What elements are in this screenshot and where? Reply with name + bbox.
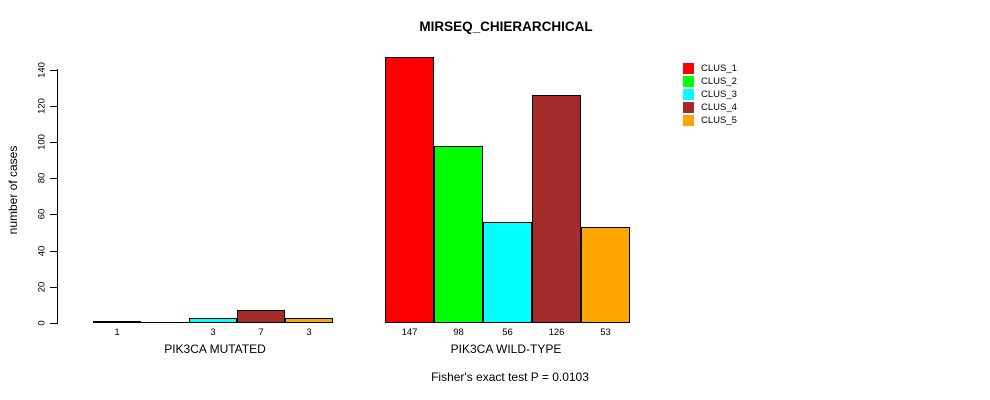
- bar-value-label: 3: [210, 327, 216, 338]
- y-axis-tick: [50, 287, 57, 288]
- bar-clus-3: [189, 318, 237, 323]
- legend-item-clus-3: CLUS_3: [683, 88, 737, 101]
- bar-value-label: 7: [258, 327, 264, 338]
- legend-item-clus-2: CLUS_2: [683, 75, 737, 88]
- bar-clus-4: [237, 310, 285, 323]
- y-axis-tick: [50, 178, 57, 179]
- y-axis-tick-label: 100: [36, 134, 48, 150]
- bar-value-label: 3: [306, 327, 312, 338]
- y-axis-tick-label: 0: [36, 320, 48, 326]
- y-axis-tick-label: 140: [36, 62, 48, 78]
- y-axis-tick-label: 60: [36, 208, 48, 220]
- bar-value-label: 147: [401, 327, 418, 338]
- bar-clus-4: [532, 95, 581, 323]
- bar-value-label: 98: [453, 327, 464, 338]
- chart-title: MIRSEQ_CHIERARCHICAL: [419, 19, 593, 34]
- bar-value-label: 56: [502, 327, 513, 338]
- legend: CLUS_1 CLUS_2 CLUS_3 CLUS_4 CLUS_5: [683, 62, 737, 127]
- bar-clus-5: [285, 318, 333, 323]
- legend-label: CLUS_5: [701, 115, 737, 126]
- bar-clus-5: [581, 227, 630, 323]
- bar-value-label: 53: [600, 327, 611, 338]
- y-axis-label: number of cases: [6, 145, 20, 235]
- y-axis-tick: [50, 251, 57, 252]
- legend-swatch-clus-4: [683, 102, 694, 113]
- bar-value-label: 1: [114, 327, 120, 338]
- y-axis-tick-label: 20: [36, 281, 48, 293]
- y-axis-line: [57, 69, 58, 324]
- y-axis-tick-label: 80: [36, 172, 48, 184]
- bar-clus-1: [93, 321, 141, 323]
- y-axis-tick: [50, 214, 57, 215]
- bar-clus-2: [141, 322, 189, 323]
- legend-label: CLUS_3: [701, 89, 737, 100]
- y-axis-tick: [50, 323, 57, 324]
- group-label-pik3ca-mutated: PIK3CA MUTATED: [164, 342, 266, 356]
- bar-clus-1: [385, 57, 434, 323]
- legend-swatch-clus-1: [683, 63, 694, 74]
- bar-clus-2: [434, 146, 483, 323]
- legend-swatch-clus-5: [683, 115, 694, 126]
- bar-clus-3: [483, 222, 532, 323]
- group-label-pik3ca-wild-type: PIK3CA WILD-TYPE: [450, 342, 562, 356]
- legend-label: CLUS_1: [701, 63, 737, 74]
- y-axis-tick-label: 120: [36, 98, 48, 114]
- legend-swatch-clus-3: [683, 89, 694, 100]
- legend-swatch-clus-2: [683, 76, 694, 87]
- y-axis-tick: [50, 106, 57, 107]
- legend-label: CLUS_2: [701, 76, 737, 87]
- bar-value-label: 126: [548, 327, 565, 338]
- fisher-test-annotation: Fisher's exact test P = 0.0103: [431, 370, 589, 384]
- legend-item-clus-5: CLUS_5: [683, 114, 737, 127]
- legend-item-clus-4: CLUS_4: [683, 101, 737, 114]
- y-axis-tick: [50, 142, 57, 143]
- y-axis-tick-label: 40: [36, 245, 48, 257]
- legend-label: CLUS_4: [701, 102, 737, 113]
- y-axis-tick: [50, 70, 57, 71]
- legend-item-clus-1: CLUS_1: [683, 62, 737, 75]
